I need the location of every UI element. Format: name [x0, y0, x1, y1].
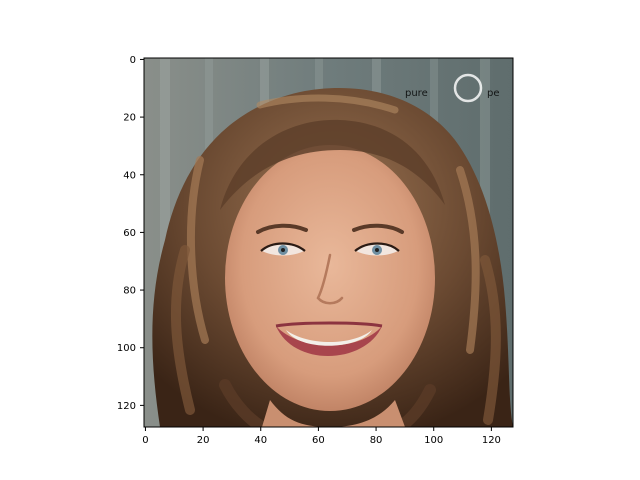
nose — [316, 253, 344, 305]
x-tick-label: 0 — [142, 435, 148, 446]
y-axis-ticks: 0 20 40 60 80 100 120 — [117, 55, 144, 412]
watermark: pure pe — [405, 73, 500, 103]
left-eye — [260, 242, 306, 256]
y-tick-label: 80 — [123, 286, 136, 297]
y-tick-label: 20 — [123, 113, 136, 124]
portrait-photo: pure pe — [144, 58, 513, 427]
x-tick-label: 60 — [312, 435, 325, 446]
y-tick-label: 40 — [123, 170, 136, 181]
y-tick-label: 120 — [117, 401, 136, 412]
watermark-tail-text: pe — [487, 88, 500, 99]
y-tick-label: 0 — [130, 55, 136, 66]
smiling-mouth — [275, 321, 383, 357]
x-axis-ticks: 0 20 40 60 80 100 120 — [142, 427, 501, 446]
neck — [262, 400, 405, 427]
y-tick-label: 60 — [123, 228, 136, 239]
watermark-logo-icon — [453, 73, 483, 103]
axes-frame — [143, 57, 514, 428]
x-tick-label: 120 — [482, 435, 501, 446]
x-tick-label: 20 — [197, 435, 210, 446]
x-tick-label: 80 — [370, 435, 383, 446]
x-tick-label: 40 — [254, 435, 267, 446]
watermark-text: pure — [405, 88, 428, 99]
right-eyebrow — [352, 223, 404, 234]
hair-fringe — [220, 119, 445, 210]
left-eyebrow — [256, 223, 308, 234]
right-eye — [354, 242, 400, 256]
x-tick-label: 100 — [424, 435, 443, 446]
face — [225, 145, 435, 411]
y-tick-label: 100 — [117, 343, 136, 354]
